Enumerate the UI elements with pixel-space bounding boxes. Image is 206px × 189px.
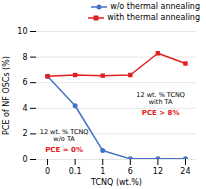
svg-text:24: 24	[180, 167, 190, 176]
svg-text:12 wt. % TCNQwith TA: 12 wt. % TCNQwith TA	[136, 91, 185, 106]
svg-text:6: 6	[128, 167, 133, 176]
svg-text:0: 0	[45, 167, 50, 176]
svg-text:8: 8	[22, 53, 27, 62]
svg-text:2: 2	[22, 129, 27, 138]
svg-text:1: 1	[100, 167, 105, 176]
svg-text:0.1: 0.1	[69, 167, 82, 176]
html-text:w/o thermal annealing: w/o thermal annealing	[110, 2, 200, 11]
svg-text:0: 0	[22, 155, 27, 164]
svg-text:PCE > 8%: PCE > 8%	[142, 109, 180, 117]
svg-text:12 wt. % TCNQw/o TA: 12 wt. % TCNQw/o TA	[40, 128, 89, 143]
svg-text:10: 10	[17, 27, 27, 36]
svg-text:PCE of NF OSCs (%): PCE of NF OSCs (%)	[2, 56, 11, 135]
svg-text:TCNQ (wt.%): TCNQ (wt.%)	[90, 178, 142, 187]
svg-text:6: 6	[22, 78, 27, 87]
svg-text:12: 12	[153, 167, 163, 176]
svg-text:PCE = 0%: PCE = 0%	[45, 146, 83, 154]
svg-text:4: 4	[22, 104, 27, 113]
html-text:with thermal annealing: with thermal annealing	[107, 13, 200, 22]
